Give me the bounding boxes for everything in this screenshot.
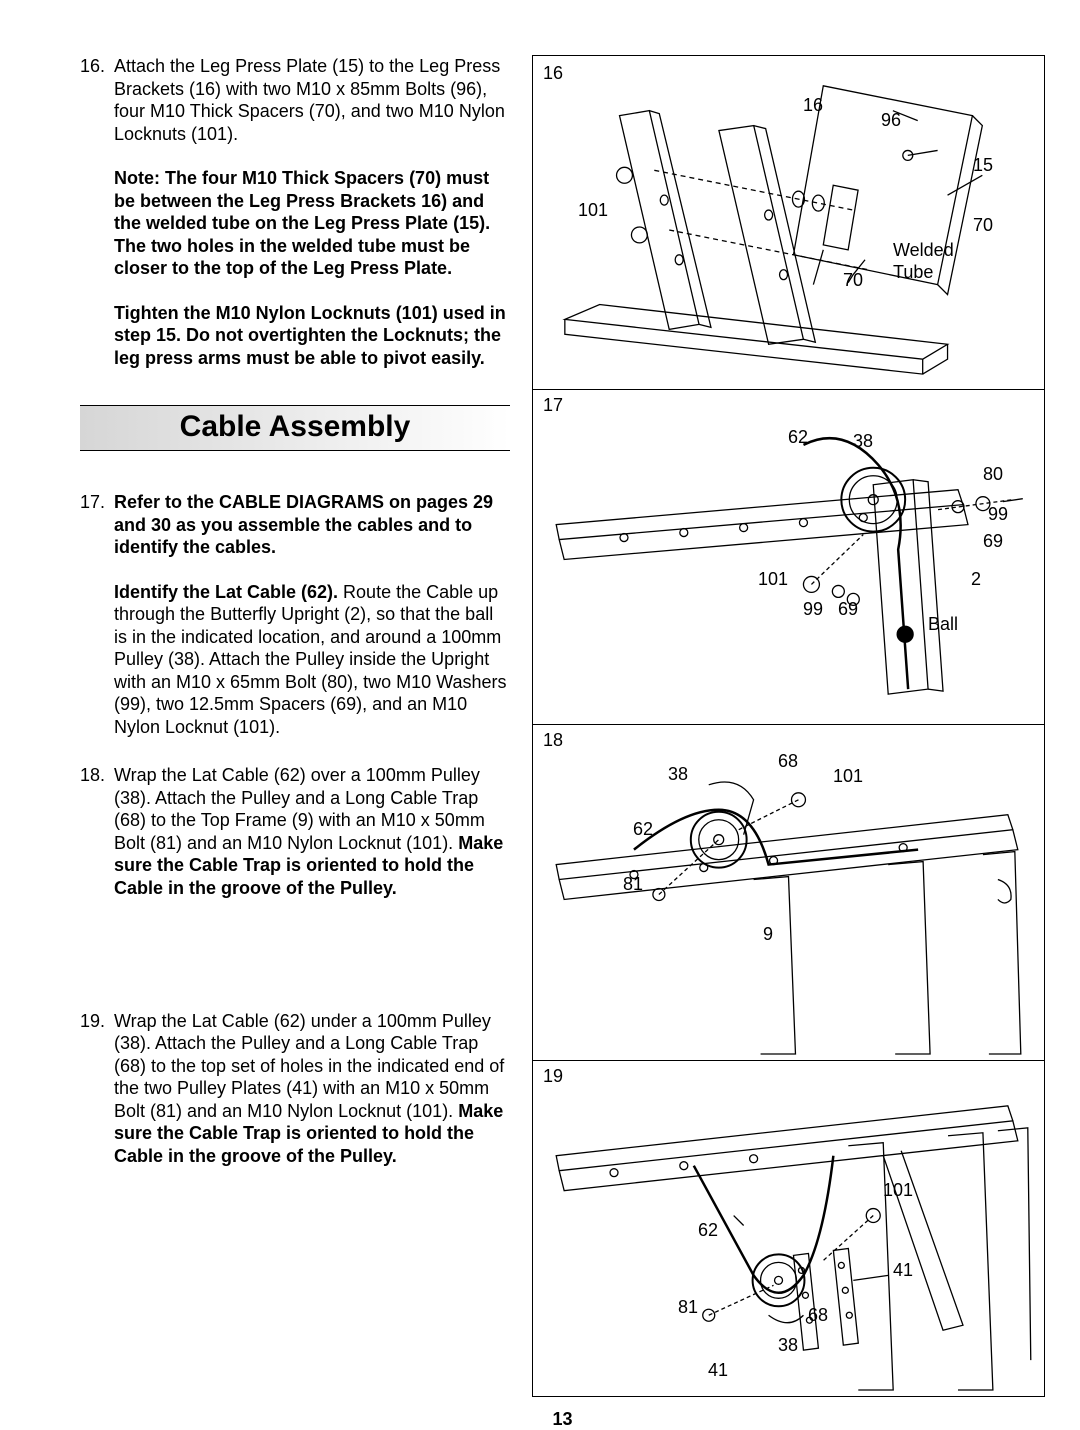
step-number: 17. [80, 491, 114, 738]
step-text: Wrap the Lat Cable (62) under a 100mm Pu… [114, 1011, 504, 1121]
figure-number: 19 [543, 1067, 563, 1085]
step-body: Refer to the CABLE DIAGRAMS on pages 29 … [114, 491, 510, 738]
step-paragraph-note: Note: The four M10 Thick Spacers (70) mu… [114, 167, 510, 280]
page-content: 16. Attach the Leg Press Plate (15) to t… [80, 55, 1045, 1397]
part-label: 9 [763, 925, 773, 943]
figure-number: 17 [543, 396, 563, 414]
part-label: Welded [893, 241, 954, 259]
page-number: 13 [80, 1409, 1045, 1430]
step-paragraph: Refer to the CABLE DIAGRAMS on pages 29 … [114, 491, 510, 559]
part-label: 16 [803, 96, 823, 114]
part-label: 80 [983, 465, 1003, 483]
step-text: Route the Cable up through the Butterfly… [114, 582, 506, 737]
part-label: 38 [778, 1336, 798, 1354]
step-paragraph: Wrap the Lat Cable (62) under a 100mm Pu… [114, 1010, 510, 1168]
step-number: 18. [80, 764, 114, 899]
figure-16-diagram [533, 56, 1044, 389]
step-paragraph: Wrap the Lat Cable (62) over a 100mm Pul… [114, 764, 510, 899]
figure-16: 16 [532, 55, 1045, 390]
part-label: 81 [678, 1298, 698, 1316]
part-label: 68 [808, 1306, 828, 1324]
part-label: 62 [788, 428, 808, 446]
part-label: 101 [578, 201, 608, 219]
figure-18-diagram [533, 725, 1044, 1060]
part-label: 70 [843, 271, 863, 289]
part-label: Ball [928, 615, 958, 633]
step-19: 19. Wrap the Lat Cable (62) under a 100m… [80, 1010, 510, 1168]
part-label: 62 [698, 1221, 718, 1239]
part-label: 70 [973, 216, 993, 234]
step-text: Wrap the Lat Cable (62) over a 100mm Pul… [114, 765, 485, 853]
part-label: 38 [668, 765, 688, 783]
step-number: 19. [80, 1010, 114, 1168]
step-paragraph-note: Tighten the M10 Nylon Locknuts (101) use… [114, 302, 510, 370]
part-label: 2 [971, 570, 981, 588]
part-label: Tube [893, 263, 933, 281]
step-body: Attach the Leg Press Plate (15) to the L… [114, 55, 510, 369]
part-label: 99 [988, 505, 1008, 523]
figure-19: 19 [532, 1061, 1045, 1397]
text-column: 16. Attach the Leg Press Plate (15) to t… [80, 55, 510, 1397]
diagram-column: 16 [532, 55, 1045, 1397]
step-number: 16. [80, 55, 114, 369]
step-body: Wrap the Lat Cable (62) over a 100mm Pul… [114, 764, 510, 899]
part-label: 101 [883, 1181, 913, 1199]
part-label: 99 [803, 600, 823, 618]
part-label: 81 [623, 875, 643, 893]
step-16: 16. Attach the Leg Press Plate (15) to t… [80, 55, 510, 369]
part-label: 68 [778, 752, 798, 770]
part-label: 62 [633, 820, 653, 838]
part-label: 101 [758, 570, 788, 588]
figure-17: 17 [532, 390, 1045, 725]
part-label: 101 [833, 767, 863, 785]
step-paragraph: Identify the Lat Cable (62). Route the C… [114, 581, 510, 739]
figure-number: 16 [543, 64, 563, 82]
part-label: 15 [973, 156, 993, 174]
figure-18: 18 [532, 725, 1045, 1061]
part-label: 41 [708, 1361, 728, 1379]
step-body: Wrap the Lat Cable (62) under a 100mm Pu… [114, 1010, 510, 1168]
part-label: 38 [853, 432, 873, 450]
step-18: 18. Wrap the Lat Cable (62) over a 100mm… [80, 764, 510, 899]
step-paragraph: Attach the Leg Press Plate (15) to the L… [114, 55, 510, 145]
step-lead: Identify the Lat Cable (62). [114, 582, 338, 602]
part-label: 69 [838, 600, 858, 618]
figure-number: 18 [543, 731, 563, 749]
step-17: 17. Refer to the CABLE DIAGRAMS on pages… [80, 491, 510, 738]
part-label: 69 [983, 532, 1003, 550]
part-label: 41 [893, 1261, 913, 1279]
section-header: Cable Assembly [80, 405, 510, 451]
part-label: 96 [881, 111, 901, 129]
